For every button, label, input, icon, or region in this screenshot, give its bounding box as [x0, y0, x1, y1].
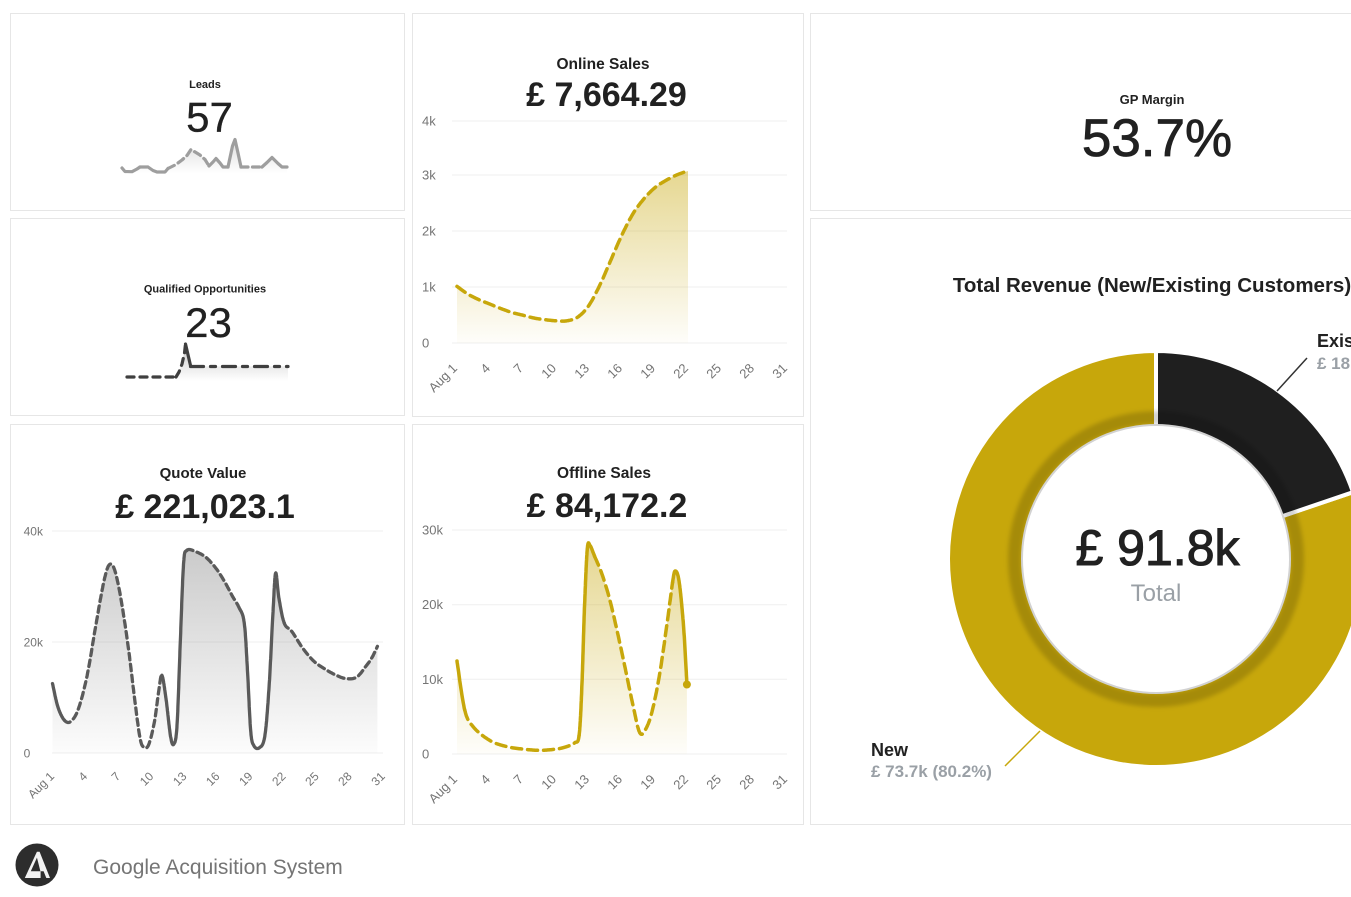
svg-text:0: 0 [24, 747, 31, 761]
svg-text:Qualified Opportunities: Qualified Opportunities [144, 284, 266, 296]
svg-text:25: 25 [703, 361, 724, 382]
svg-text:4: 4 [477, 772, 493, 788]
svg-text:£ 73.7k (80.2%): £ 73.7k (80.2%) [871, 762, 992, 781]
svg-text:13: 13 [571, 361, 592, 382]
svg-text:Aug 1: Aug 1 [425, 772, 460, 807]
svg-text:Google Acquisition System: Google Acquisition System [93, 856, 343, 879]
svg-text:0: 0 [422, 747, 429, 762]
svg-text:4: 4 [76, 769, 91, 784]
svg-text:28: 28 [736, 772, 757, 793]
svg-text:16: 16 [604, 772, 625, 793]
svg-text:25: 25 [703, 772, 724, 793]
svg-text:0: 0 [422, 336, 429, 351]
svg-text:3k: 3k [422, 168, 436, 183]
svg-text:2k: 2k [422, 224, 436, 239]
svg-text:40k: 40k [24, 525, 44, 539]
svg-text:GP Margin: GP Margin [1120, 92, 1185, 107]
svg-text:Aug 1: Aug 1 [25, 769, 57, 801]
svg-text:£ 18.1k (19.8%): £ 18.1k (19.8%) [1317, 354, 1351, 373]
svg-text:10: 10 [137, 769, 157, 789]
svg-text:10k: 10k [422, 672, 443, 687]
svg-text:23: 23 [185, 299, 232, 346]
svg-text:Total Revenue (New/Existing Cu: Total Revenue (New/Existing Customers) [953, 274, 1351, 297]
svg-text:Total: Total [1131, 580, 1182, 607]
svg-text:19: 19 [637, 772, 658, 793]
svg-text:19: 19 [637, 361, 658, 382]
svg-text:Leads: Leads [189, 79, 221, 91]
svg-text:22: 22 [269, 769, 289, 789]
svg-text:7: 7 [510, 772, 526, 788]
svg-text:30k: 30k [422, 523, 443, 538]
svg-text:16: 16 [203, 769, 223, 789]
svg-text:20k: 20k [422, 597, 443, 612]
svg-text:10: 10 [538, 772, 559, 793]
svg-text:53.7%: 53.7% [1082, 109, 1232, 168]
svg-text:10: 10 [538, 361, 559, 382]
svg-text:25: 25 [302, 769, 322, 789]
svg-text:4: 4 [477, 361, 493, 377]
svg-text:31: 31 [769, 361, 790, 382]
svg-text:31: 31 [368, 769, 388, 789]
svg-text:Existing: Existing [1317, 331, 1351, 351]
svg-text:New: New [871, 740, 909, 760]
svg-text:£ 221,023.1: £ 221,023.1 [115, 488, 295, 526]
svg-text:£ 91.8k: £ 91.8k [1075, 520, 1240, 576]
svg-text:£ 84,172.2: £ 84,172.2 [527, 487, 688, 525]
svg-text:22: 22 [670, 361, 691, 382]
svg-text:28: 28 [335, 769, 355, 789]
svg-text:13: 13 [571, 772, 592, 793]
svg-text:20k: 20k [24, 636, 44, 650]
svg-text:Quote Value: Quote Value [160, 465, 247, 482]
svg-text:Offline Sales: Offline Sales [557, 465, 651, 482]
svg-text:19: 19 [236, 769, 256, 789]
svg-text:28: 28 [736, 361, 757, 382]
svg-text:4k: 4k [422, 114, 436, 129]
svg-text:16: 16 [604, 361, 625, 382]
svg-text:13: 13 [170, 769, 190, 789]
svg-text:31: 31 [769, 772, 790, 793]
svg-text:Online Sales: Online Sales [556, 56, 649, 73]
svg-text:1k: 1k [422, 280, 436, 295]
svg-text:7: 7 [510, 361, 526, 377]
svg-text:Aug 1: Aug 1 [425, 361, 460, 396]
svg-text:22: 22 [670, 772, 691, 793]
svg-text:7: 7 [109, 769, 124, 784]
svg-text:£ 7,664.29: £ 7,664.29 [526, 76, 687, 114]
svg-text:57: 57 [186, 94, 233, 141]
